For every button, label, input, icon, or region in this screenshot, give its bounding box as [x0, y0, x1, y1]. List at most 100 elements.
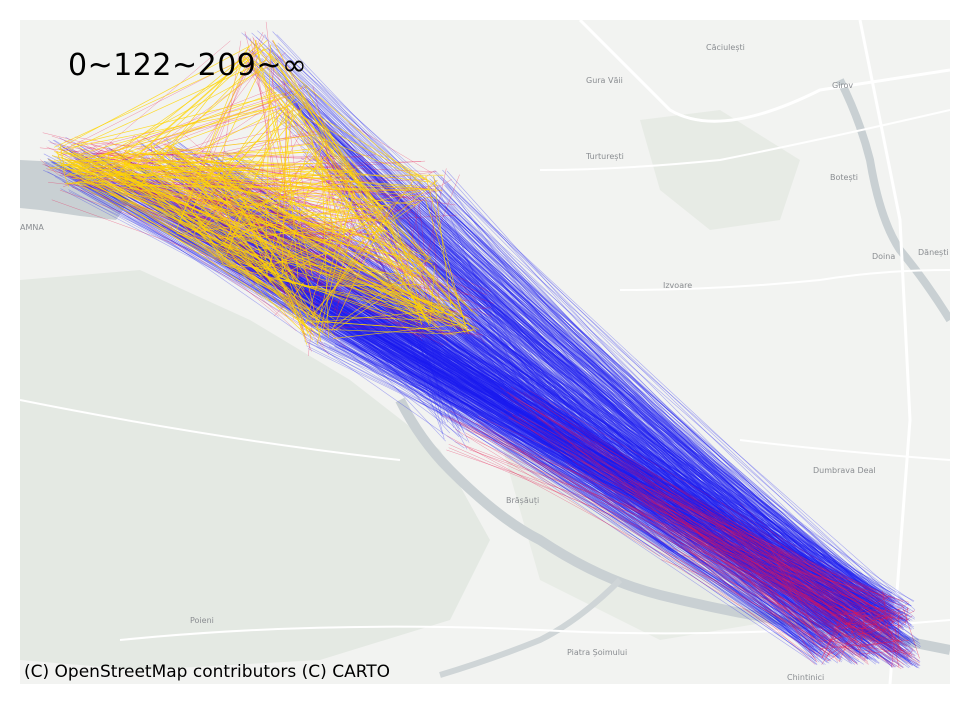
map-frame[interactable]: Căciulești Gura Văii Girov Turturești Bo…: [20, 20, 950, 684]
flow-line: [431, 331, 753, 543]
flow-line: [133, 185, 852, 633]
flow-line: [482, 306, 870, 607]
flow-line: [141, 156, 896, 649]
flow-line: [305, 105, 870, 610]
flow-line: [338, 191, 901, 622]
flow-line: [353, 258, 863, 655]
flow-line: [209, 156, 281, 278]
flow-line: [523, 391, 900, 646]
flow-line: [154, 172, 873, 639]
flow-line: [309, 291, 630, 472]
flow-line: [466, 429, 876, 591]
flow-line: [210, 160, 859, 653]
flow-line: [261, 271, 754, 563]
flow-line: [185, 200, 833, 637]
flow-line: [277, 260, 847, 623]
flow-line: [341, 231, 894, 606]
flow-line: [334, 346, 887, 623]
flow-line: [859, 624, 866, 640]
flow-line: [477, 330, 906, 609]
flow-line: [334, 343, 913, 607]
flow-line: [334, 137, 833, 624]
flow-line: [421, 259, 915, 645]
flow-line: [297, 83, 878, 625]
flow-line: [413, 283, 815, 656]
flow-line: [316, 277, 869, 614]
flow-line: [315, 156, 590, 438]
flow-line: [851, 609, 915, 651]
flow-line: [467, 330, 899, 651]
flow-line: [771, 564, 892, 598]
flow-line: [658, 507, 878, 642]
flow-line: [454, 441, 888, 605]
flow-line: [677, 546, 838, 613]
flow-line: [141, 62, 267, 167]
flow-line: [208, 85, 304, 185]
flow-line: [239, 251, 894, 651]
flow-line: [683, 558, 839, 635]
flow-line: [254, 59, 642, 491]
flow-line: [439, 283, 868, 642]
flow-line: [312, 303, 851, 659]
flow-line: [213, 260, 895, 649]
flow-line: [335, 343, 590, 464]
flow-line: [308, 322, 329, 328]
flow-line: [91, 178, 901, 652]
flow-line: [454, 428, 829, 661]
flow-line: [118, 181, 815, 660]
flow-line: [448, 443, 832, 613]
flow-line: [454, 299, 911, 668]
flow-line: [270, 254, 342, 259]
flow-line: [72, 182, 840, 658]
road: [578, 20, 950, 123]
flow-line: [534, 410, 889, 635]
flow-line: [258, 42, 892, 625]
flow-line: [274, 287, 506, 409]
flow-line: [828, 640, 911, 655]
flow-line: [468, 329, 851, 627]
flow-line: [476, 337, 858, 664]
flow-line: [432, 188, 697, 548]
flow-line: [336, 161, 844, 642]
flow-line: [478, 335, 659, 497]
flow-line: [213, 192, 859, 623]
flow-line: [418, 209, 886, 638]
flow-line: [346, 174, 908, 629]
flow-line: [432, 266, 839, 659]
flow-line: [377, 213, 860, 608]
flow-line: [246, 58, 340, 194]
flow-line: [191, 204, 891, 616]
flow-line: [393, 213, 852, 616]
flow-line: [657, 490, 888, 620]
flow-line: [224, 161, 234, 181]
flow-line: [335, 188, 867, 613]
flow-line: [150, 144, 229, 237]
flow-line: [224, 172, 763, 579]
flow-line: [295, 296, 904, 642]
flow-line: [167, 150, 706, 534]
flow-line: [908, 650, 913, 656]
flow-line: [121, 157, 914, 642]
forest-area: [500, 440, 780, 640]
flow-line: [301, 280, 851, 630]
flow-line: [301, 298, 828, 627]
flow-line: [255, 206, 818, 652]
flow-line: [190, 162, 219, 212]
flow-line: [287, 288, 893, 602]
flow-line: [201, 231, 268, 257]
flow-line: [274, 262, 737, 514]
flow-line: [418, 320, 909, 617]
flow-line: [761, 544, 851, 618]
flow-line: [54, 139, 879, 633]
flow-line: [314, 293, 897, 623]
flow-line: [168, 156, 725, 501]
flow-line: [269, 263, 744, 545]
flow-line: [318, 130, 890, 613]
flow-line: [442, 169, 863, 641]
flow-line: [246, 202, 651, 498]
flow-line: [60, 173, 875, 656]
flow-line: [191, 238, 502, 403]
flow-line: [312, 282, 854, 622]
flow-line: [330, 194, 468, 450]
flow-line: [246, 217, 818, 648]
